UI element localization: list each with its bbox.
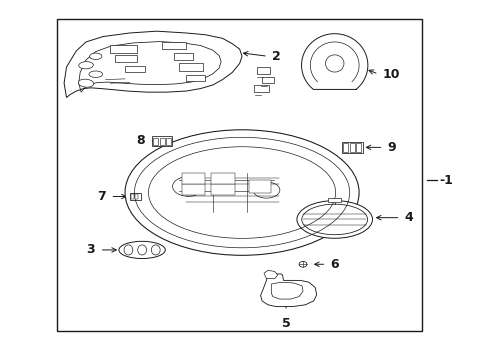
Polygon shape (64, 31, 242, 98)
Bar (110, 45, 137, 53)
Bar (152, 136, 172, 146)
Ellipse shape (252, 182, 279, 198)
Bar (159, 138, 164, 145)
Bar (165, 138, 170, 145)
Ellipse shape (299, 261, 306, 267)
Text: 4: 4 (404, 211, 412, 224)
Polygon shape (271, 282, 303, 299)
Ellipse shape (89, 53, 102, 59)
Bar (161, 42, 185, 49)
Bar (182, 173, 205, 184)
Ellipse shape (119, 241, 165, 258)
Bar (173, 53, 193, 60)
Text: 10: 10 (382, 68, 399, 81)
Bar (125, 66, 144, 72)
Bar (328, 198, 340, 202)
Text: 5: 5 (281, 317, 290, 330)
Bar (355, 143, 360, 152)
Bar (349, 143, 354, 152)
Bar (185, 75, 205, 81)
Bar (256, 67, 270, 74)
Bar (130, 193, 141, 200)
Bar (211, 173, 234, 184)
Text: 7: 7 (97, 190, 105, 203)
Ellipse shape (79, 62, 93, 69)
Ellipse shape (138, 245, 146, 255)
Bar (115, 55, 137, 62)
Ellipse shape (78, 79, 94, 87)
Bar (211, 184, 234, 195)
Ellipse shape (172, 177, 204, 196)
Bar (57, 19, 422, 330)
Ellipse shape (89, 71, 102, 77)
Ellipse shape (296, 201, 372, 238)
Bar (135, 194, 138, 199)
Text: 2: 2 (271, 50, 280, 63)
Text: 8: 8 (136, 134, 144, 147)
Ellipse shape (124, 245, 133, 255)
Bar (261, 77, 273, 83)
Text: -1: -1 (439, 174, 452, 186)
Bar (131, 194, 134, 199)
Bar (254, 85, 268, 92)
Bar (249, 180, 271, 193)
Text: 9: 9 (386, 141, 395, 154)
Text: 6: 6 (330, 258, 338, 271)
Bar (178, 63, 203, 71)
Polygon shape (260, 274, 316, 307)
Bar (341, 141, 362, 153)
Text: 3: 3 (86, 243, 95, 256)
Polygon shape (264, 270, 277, 279)
Bar (153, 138, 158, 145)
Ellipse shape (125, 130, 358, 255)
Ellipse shape (325, 55, 343, 72)
Bar (182, 184, 205, 195)
Bar (343, 143, 347, 152)
Ellipse shape (151, 245, 160, 255)
